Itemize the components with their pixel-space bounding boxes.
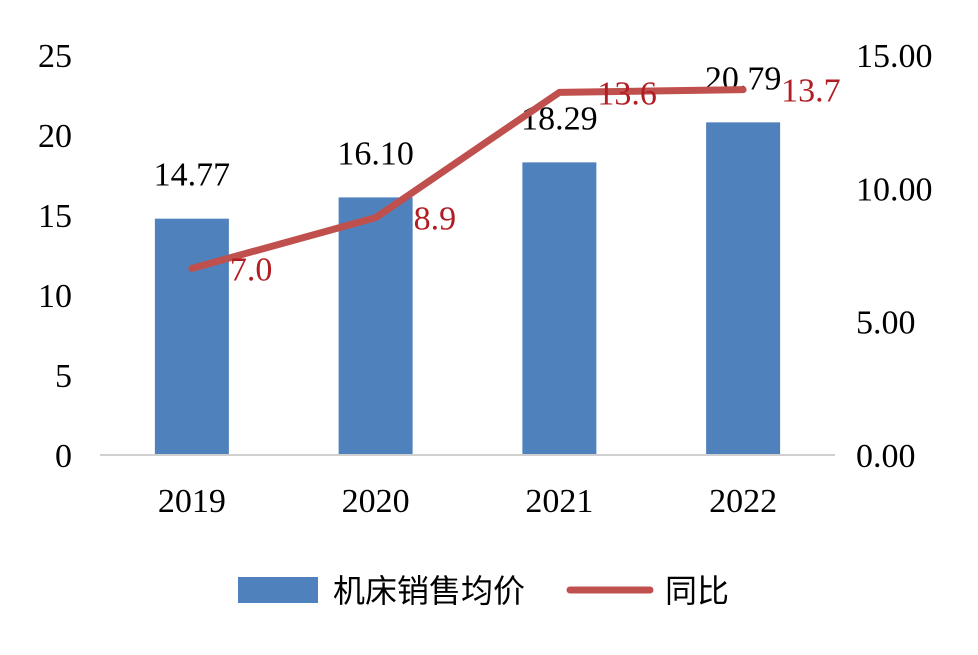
bar-2022 [706,122,781,456]
right-tick-label: 0.00 [856,438,916,475]
bar-value-label: 14.77 [154,157,231,194]
line-value-label: 13.7 [781,73,841,110]
bar-2020 [338,197,413,455]
legend-label-bar: 机床销售均价 [333,572,525,610]
left-tick-label: 25 [38,38,72,75]
line-value-label: 13.6 [597,75,657,112]
right-tick-label: 15.00 [856,38,933,75]
x-tick-label: 2022 [709,483,777,520]
right-tick-label: 5.00 [856,305,916,342]
x-axis-ticks: 2019 2020 2021 2022 [158,483,777,520]
left-tick-label: 15 [38,198,72,235]
left-axis-ticks: 0 5 10 15 20 25 [38,38,72,475]
line-data-labels: 7.0 8.9 13.6 13.7 [230,73,841,289]
legend: 机床销售均价 同比 [238,572,729,610]
legend-swatch-bar [238,577,318,603]
bar-series [154,122,781,456]
right-axis-ticks: 0.00 5.00 10.00 15.00 [856,38,933,475]
bar-2019 [154,218,229,455]
left-tick-label: 10 [38,278,72,315]
bar-2021 [522,162,597,456]
bar-value-label: 18.29 [521,100,598,137]
left-tick-label: 5 [55,358,72,395]
x-tick-label: 2019 [158,483,226,520]
bar-value-label: 16.10 [337,135,414,172]
left-tick-label: 0 [55,438,72,475]
line-value-label: 8.9 [414,201,457,238]
x-tick-label: 2020 [342,483,410,520]
x-tick-label: 2021 [525,483,593,520]
right-tick-label: 10.00 [856,171,933,208]
line-yoy [188,86,747,272]
legend-label-line: 同比 [665,572,729,610]
line-series [188,86,747,272]
line-value-label: 7.0 [230,251,273,288]
left-tick-label: 20 [38,118,72,155]
